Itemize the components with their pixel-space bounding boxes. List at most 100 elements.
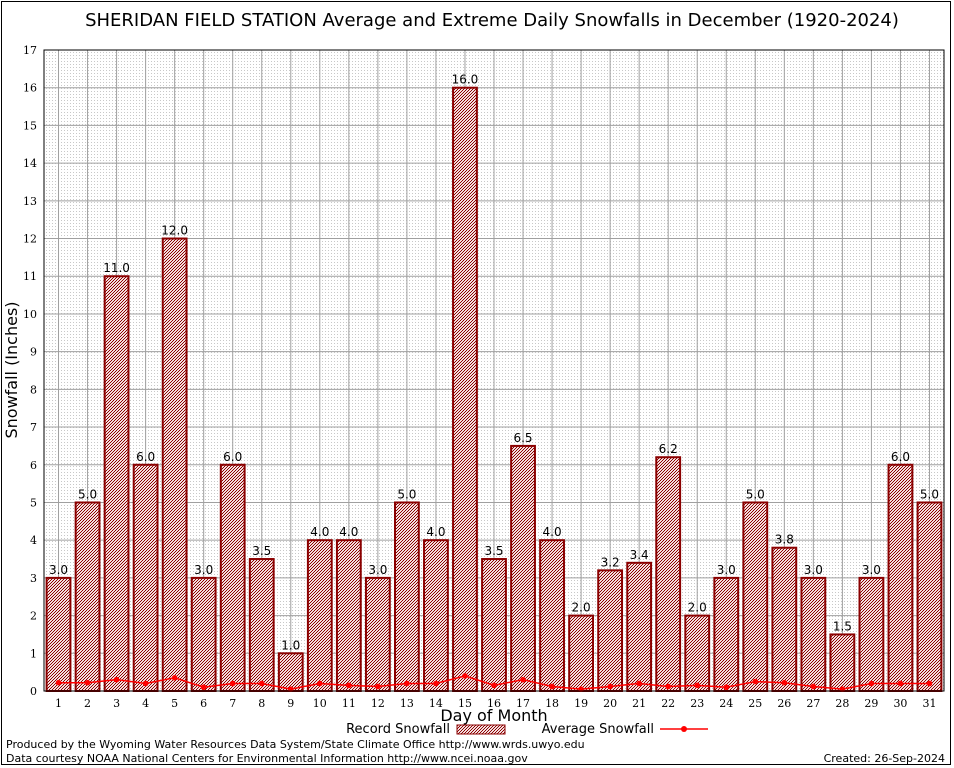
average-point — [462, 673, 468, 679]
x-tick-label: 31 — [922, 697, 936, 710]
x-axis-label: Day of Month — [440, 706, 547, 725]
legend-average-marker — [681, 726, 687, 732]
record-bar — [306, 539, 333, 692]
record-bar — [219, 463, 246, 692]
bar-value-label: 5.0 — [78, 487, 97, 501]
bar-value-label: 2.0 — [688, 601, 707, 615]
y-tick-label: 13 — [23, 195, 37, 208]
average-point — [520, 676, 526, 683]
bar-value-label: 6.0 — [136, 450, 155, 464]
record-bar — [74, 501, 101, 692]
x-tick-label: 18 — [545, 697, 559, 710]
legend-average-label: Average Snowfall — [542, 722, 654, 737]
average-point — [897, 680, 904, 687]
record-bar — [916, 501, 943, 692]
y-tick-label: 3 — [30, 572, 37, 585]
bar-value-label: 6.2 — [659, 442, 678, 456]
chart-title: SHERIDAN FIELD STATION Average and Extre… — [85, 10, 899, 31]
record-bar — [452, 86, 478, 693]
average-point — [694, 682, 701, 689]
record-bar — [858, 576, 885, 692]
y-tick-label: 0 — [30, 685, 37, 698]
average-point — [200, 684, 207, 691]
bar-value-label: 5.0 — [920, 487, 939, 501]
average-point — [491, 682, 497, 689]
plot-border — [43, 49, 945, 692]
y-tick-label: 9 — [30, 346, 37, 359]
x-tick-label: 7 — [229, 697, 236, 710]
average-point — [810, 683, 817, 690]
record-bar — [713, 576, 740, 692]
average-point — [868, 680, 875, 687]
bar-value-label: 4.0 — [339, 525, 358, 539]
x-tick-label: 25 — [748, 697, 762, 710]
x-tick-label: 1 — [55, 697, 62, 710]
y-tick-label: 10 — [23, 308, 37, 321]
average-point — [317, 680, 323, 687]
bar-value-label: 11.0 — [103, 261, 130, 275]
record-bar — [684, 614, 711, 693]
average-point — [781, 679, 788, 686]
y-axis-label: Snowfall (Inches) — [2, 301, 21, 438]
x-tick-label: 4 — [142, 697, 149, 710]
y-tick-label: 4 — [30, 534, 37, 547]
average-point — [113, 676, 120, 683]
legend-record-label: Record Snowfall — [346, 722, 450, 737]
legend: Record Snowfall Average Snowfall — [346, 722, 708, 737]
x-tick-label: 12 — [371, 697, 385, 710]
x-tick-label: 11 — [342, 697, 356, 710]
bar-value-label: 6.5 — [513, 431, 532, 445]
record-bar — [132, 463, 159, 692]
bar-value-label: 5.0 — [397, 487, 416, 501]
bar-value-label: 3.8 — [775, 533, 794, 547]
x-tick-label: 9 — [287, 697, 294, 710]
record-bar — [481, 558, 507, 692]
bar-value-label: 3.0 — [804, 563, 823, 577]
bar-value-label: 4.0 — [426, 525, 445, 539]
record-bar — [655, 456, 682, 693]
record-bar — [103, 275, 130, 692]
x-tick-label: 17 — [516, 697, 530, 710]
record-bar — [829, 633, 856, 692]
bar-value-label: 2.0 — [572, 601, 591, 615]
footer-created-date: Created: 26-Sep-2024 — [824, 752, 945, 765]
average-point — [171, 675, 178, 681]
average-point — [55, 679, 62, 686]
record-bar — [742, 501, 769, 692]
average-point — [229, 680, 236, 687]
x-tick-label: 14 — [429, 697, 443, 710]
average-point — [404, 680, 410, 687]
bar-value-label: 3.0 — [49, 563, 68, 577]
y-tick-label: 11 — [23, 270, 37, 283]
x-tick-label: 30 — [893, 697, 907, 710]
bar-value-label: 6.0 — [891, 450, 910, 464]
record-bar — [248, 558, 275, 692]
bar-value-labels: 3.0 5.0 11.0 6.0 12.0 3.0 6.0 3.5 1.0 4.0 4.0 3.0 5.… — [49, 73, 939, 653]
average-point — [84, 679, 91, 686]
y-tick-label: 14 — [23, 157, 37, 170]
bar-value-label: 3.0 — [717, 563, 736, 577]
bar-value-label: 3.5 — [252, 544, 271, 558]
y-tick-label: 8 — [30, 383, 37, 396]
footer-producer: Produced by the Wyoming Water Resources … — [6, 738, 585, 751]
x-tick-label: 28 — [835, 697, 849, 710]
y-tick-label: 16 — [23, 82, 37, 95]
record-bar — [800, 576, 827, 692]
y-tick-label: 12 — [23, 233, 37, 246]
bar-value-label: 3.0 — [862, 563, 881, 577]
average-point — [607, 683, 613, 690]
y-tick-label: 6 — [30, 459, 37, 472]
x-axis-ticks: 1 2 3 4 5 6 7 8 9 10 11 12 13 14 15 16 17 18 19 20 21 22 23 24 2… — [55, 697, 936, 710]
x-tick-label: 20 — [603, 697, 617, 710]
bar-value-label: 6.0 — [223, 450, 242, 464]
footer-data-source: Data courtesy NOAA National Centers for … — [6, 752, 528, 765]
bar-value-label: 3.0 — [194, 563, 213, 577]
x-tick-label: 27 — [806, 697, 820, 710]
legend-record-swatch — [456, 724, 506, 735]
record-bar — [597, 569, 624, 693]
bar-value-label: 3.5 — [484, 544, 503, 558]
bar-value-label: 3.2 — [601, 555, 620, 569]
average-point — [549, 683, 555, 690]
